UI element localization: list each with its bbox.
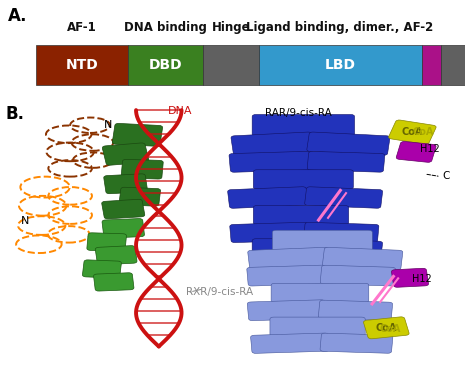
Text: CoA: CoA [375, 323, 397, 333]
FancyBboxPatch shape [230, 222, 309, 243]
FancyBboxPatch shape [112, 123, 163, 146]
FancyBboxPatch shape [392, 268, 428, 287]
FancyBboxPatch shape [95, 246, 137, 265]
FancyBboxPatch shape [396, 141, 436, 162]
FancyBboxPatch shape [102, 218, 145, 238]
Text: Hinge: Hinge [211, 21, 250, 34]
FancyBboxPatch shape [119, 187, 161, 206]
FancyBboxPatch shape [307, 132, 390, 155]
Text: LBD: LBD [325, 58, 356, 72]
FancyBboxPatch shape [441, 45, 465, 85]
FancyBboxPatch shape [251, 333, 329, 353]
FancyBboxPatch shape [203, 45, 259, 85]
FancyBboxPatch shape [320, 265, 395, 286]
FancyBboxPatch shape [87, 233, 127, 251]
Text: RAR/9-cis-RA: RAR/9-cis-RA [265, 108, 332, 118]
Text: A.: A. [8, 7, 27, 25]
Text: Ligand binding, dimer., AF-2: Ligand binding, dimer., AF-2 [246, 21, 434, 34]
FancyBboxPatch shape [247, 300, 326, 321]
FancyBboxPatch shape [128, 45, 203, 85]
FancyBboxPatch shape [82, 260, 121, 278]
FancyBboxPatch shape [253, 205, 348, 225]
FancyBboxPatch shape [104, 174, 147, 194]
Text: AF-1: AF-1 [67, 21, 97, 34]
FancyBboxPatch shape [253, 170, 353, 189]
FancyBboxPatch shape [319, 239, 383, 259]
FancyBboxPatch shape [272, 230, 373, 251]
Text: N: N [20, 217, 29, 226]
Text: NTD: NTD [65, 58, 98, 72]
Text: H12: H12 [420, 144, 440, 154]
FancyBboxPatch shape [319, 300, 392, 320]
Text: CoA: CoA [412, 127, 434, 137]
Text: B.: B. [6, 105, 25, 123]
FancyBboxPatch shape [229, 151, 311, 172]
FancyBboxPatch shape [389, 120, 436, 144]
FancyBboxPatch shape [271, 283, 369, 303]
Text: CoA: CoA [379, 324, 401, 334]
FancyBboxPatch shape [102, 143, 149, 165]
FancyBboxPatch shape [259, 45, 422, 85]
FancyBboxPatch shape [93, 273, 134, 291]
FancyBboxPatch shape [322, 247, 403, 270]
FancyBboxPatch shape [307, 151, 385, 172]
Text: N: N [104, 120, 113, 130]
Text: C: C [442, 171, 450, 181]
FancyBboxPatch shape [121, 159, 163, 179]
FancyBboxPatch shape [252, 114, 355, 136]
Text: CoA: CoA [401, 127, 423, 137]
Text: DBD: DBD [148, 58, 182, 72]
FancyBboxPatch shape [320, 333, 393, 353]
FancyBboxPatch shape [228, 187, 308, 208]
FancyBboxPatch shape [305, 187, 383, 208]
FancyBboxPatch shape [102, 199, 145, 219]
FancyBboxPatch shape [304, 223, 379, 242]
FancyBboxPatch shape [270, 317, 365, 336]
FancyBboxPatch shape [248, 247, 330, 270]
Text: RXR/9-cis-RA: RXR/9-cis-RA [186, 286, 254, 297]
FancyBboxPatch shape [252, 239, 345, 257]
FancyBboxPatch shape [36, 45, 128, 85]
FancyBboxPatch shape [247, 265, 327, 286]
Text: DNA: DNA [168, 107, 193, 116]
FancyBboxPatch shape [422, 45, 441, 85]
Text: DNA binding: DNA binding [124, 21, 207, 34]
Text: H12: H12 [412, 274, 432, 284]
FancyBboxPatch shape [231, 132, 314, 155]
FancyBboxPatch shape [364, 317, 409, 339]
